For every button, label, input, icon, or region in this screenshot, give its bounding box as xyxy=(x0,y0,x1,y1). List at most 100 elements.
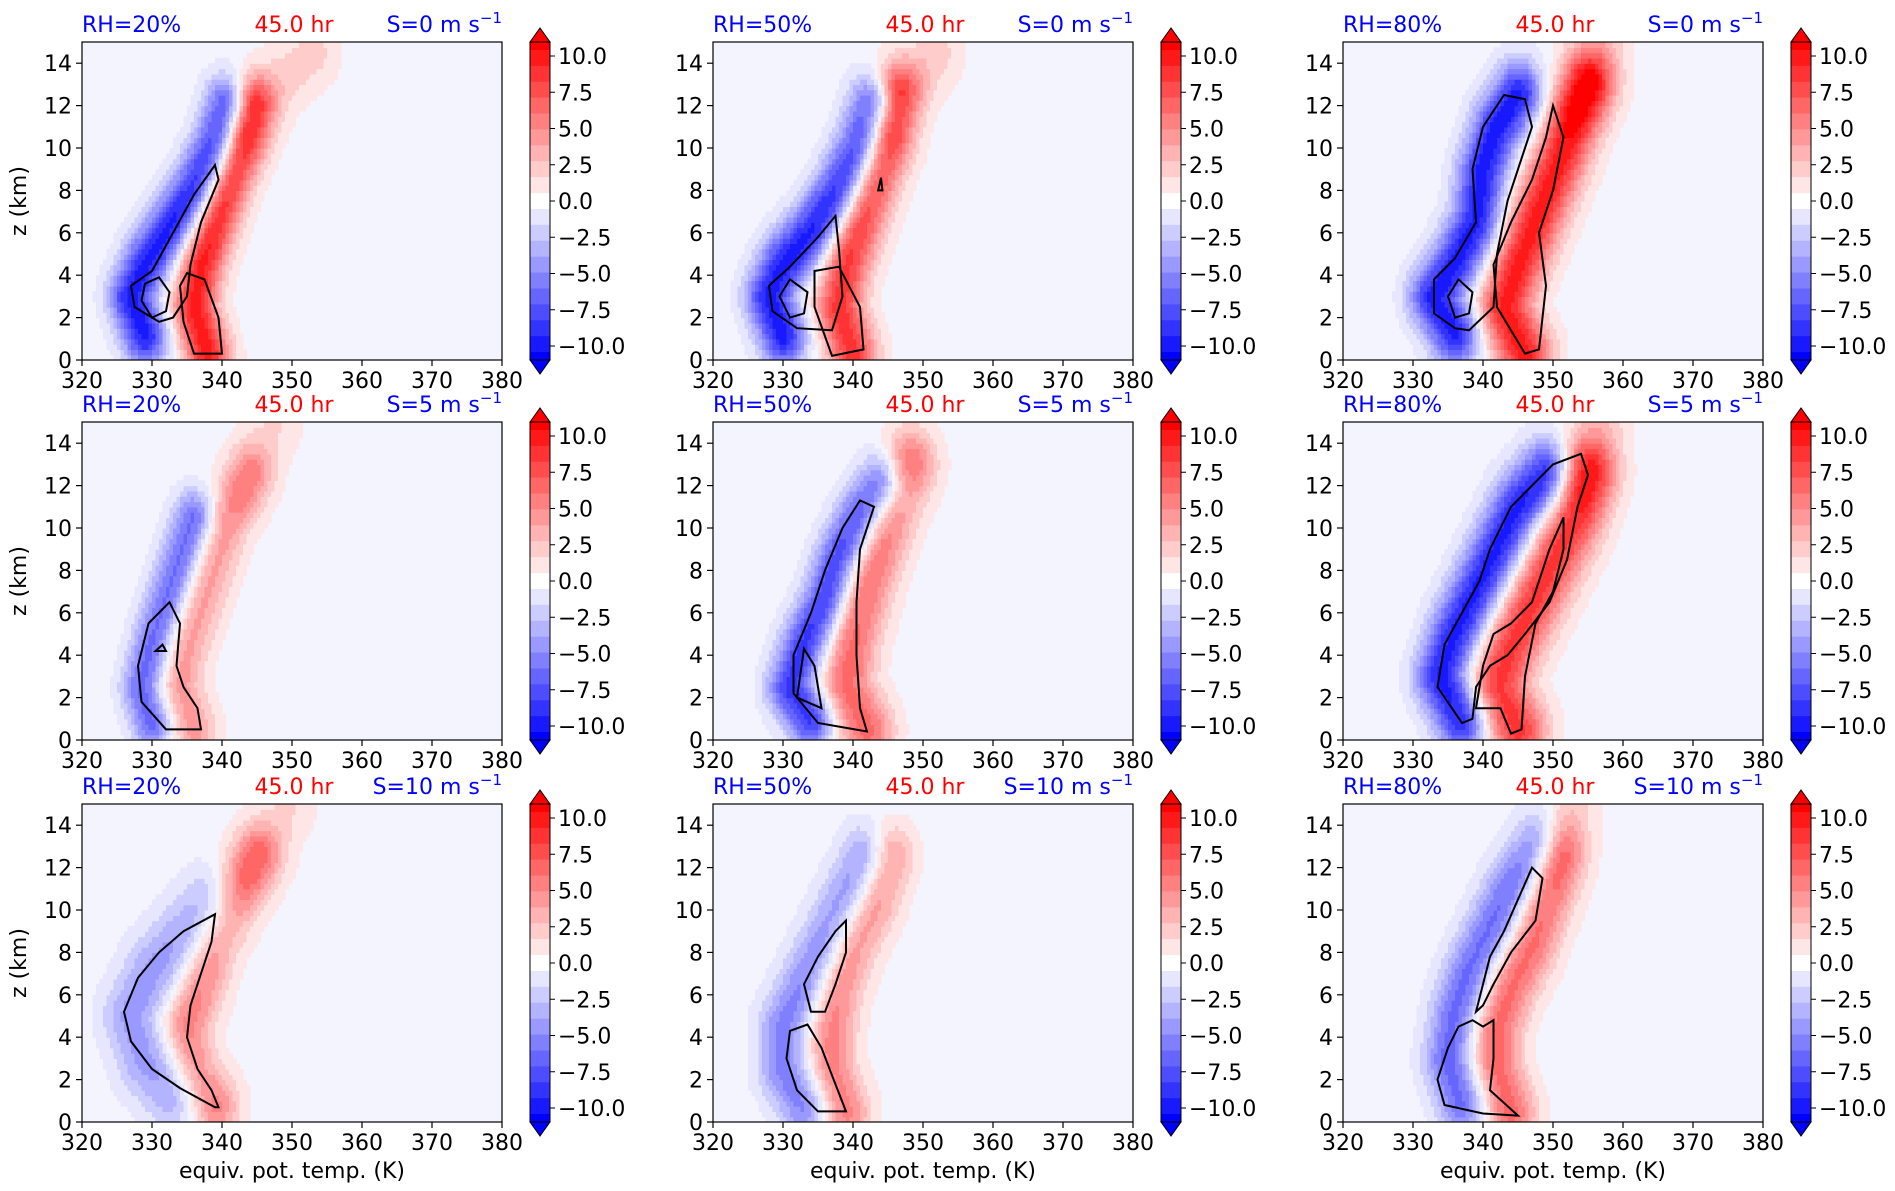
field-cell xyxy=(884,185,889,191)
field-cell xyxy=(187,216,192,223)
field-cell xyxy=(232,95,237,101)
field-cell xyxy=(832,153,837,160)
field-cell xyxy=(243,110,248,117)
field-cell xyxy=(853,216,858,223)
field-cell xyxy=(194,100,199,107)
field-cell xyxy=(1455,322,1460,329)
field-cell xyxy=(748,301,753,308)
field-cell xyxy=(751,269,756,276)
field-cell xyxy=(218,116,223,123)
y-tick-label: 14 xyxy=(44,52,72,77)
field-cell xyxy=(779,227,784,234)
field-cell xyxy=(891,137,896,144)
field-cell xyxy=(1479,338,1484,345)
field-cell xyxy=(839,121,844,128)
field-cell xyxy=(194,243,199,250)
field-cell xyxy=(783,275,788,282)
field-cell xyxy=(884,344,889,350)
field-cell xyxy=(797,216,802,223)
field-cell xyxy=(895,137,900,144)
field-cell xyxy=(271,137,276,144)
field-cell xyxy=(874,232,879,239)
field-cell xyxy=(811,338,816,345)
field-cell xyxy=(898,116,903,123)
field-cell xyxy=(888,354,893,360)
field-cell xyxy=(253,163,258,170)
field-cell xyxy=(201,84,206,91)
field-cell xyxy=(923,105,928,112)
field-cell xyxy=(814,206,819,213)
field-cell xyxy=(821,264,826,271)
field-cell xyxy=(148,259,153,266)
field-cell xyxy=(120,232,125,239)
field-cell xyxy=(162,354,167,360)
field-cell xyxy=(138,328,143,335)
colorbar-segment xyxy=(530,208,550,218)
field-cell xyxy=(867,95,872,101)
field-cell xyxy=(1465,312,1470,319)
field-cell xyxy=(909,174,914,181)
field-cell xyxy=(152,333,157,340)
field-cell xyxy=(117,243,122,250)
field-cell xyxy=(870,344,875,350)
field-cell xyxy=(110,275,115,282)
field-cell xyxy=(853,211,858,218)
field-cell xyxy=(120,344,125,350)
field-cell xyxy=(1423,317,1428,324)
field-cell xyxy=(1532,349,1537,356)
field-cell xyxy=(222,206,227,213)
field-cell xyxy=(891,169,896,176)
field-cell xyxy=(926,47,931,54)
field-cell xyxy=(898,201,903,207)
field-cell xyxy=(807,264,812,271)
field-cell xyxy=(1556,338,1561,345)
field-cell xyxy=(204,222,209,229)
field-cell xyxy=(846,354,851,360)
field-cell xyxy=(239,121,244,128)
field-cell xyxy=(246,105,251,112)
field-cell xyxy=(916,116,921,123)
field-cell xyxy=(888,222,893,229)
field-cell xyxy=(762,264,767,271)
field-cell xyxy=(197,126,202,133)
field-cell xyxy=(793,254,798,260)
field-cell xyxy=(274,153,279,160)
field-cell xyxy=(257,57,262,64)
field-cell xyxy=(797,354,802,360)
field-cell xyxy=(863,333,868,340)
field-cell xyxy=(825,264,830,271)
field-cell xyxy=(176,291,181,297)
field-cell xyxy=(306,95,311,101)
field-cell xyxy=(912,126,917,133)
field-cell xyxy=(797,211,802,218)
field-cell xyxy=(306,100,311,107)
field-cell xyxy=(755,328,760,335)
field-cell xyxy=(250,132,255,138)
field-cell xyxy=(103,301,108,308)
field-cell xyxy=(853,206,858,213)
field-cell xyxy=(215,301,220,308)
field-cell xyxy=(239,222,244,229)
field-cell xyxy=(870,121,875,128)
field-cell xyxy=(828,227,833,234)
field-cell xyxy=(877,206,882,213)
field-cell xyxy=(821,232,826,239)
field-cell xyxy=(762,243,767,250)
field-cell xyxy=(1549,349,1554,356)
field-cell xyxy=(919,63,924,70)
field-cell xyxy=(260,100,265,107)
field-cell xyxy=(765,322,770,329)
field-cell xyxy=(232,254,237,260)
field-cell xyxy=(134,206,139,213)
field-cell xyxy=(772,307,777,313)
field-cell xyxy=(208,349,213,356)
field-cell xyxy=(923,68,928,75)
field-cell xyxy=(313,68,318,75)
field-cell xyxy=(187,211,192,218)
field-cell xyxy=(888,201,893,207)
field-cell xyxy=(895,174,900,181)
field-cell xyxy=(828,291,833,297)
field-cell xyxy=(790,211,795,218)
field-cell xyxy=(180,179,185,186)
field-cell xyxy=(124,307,129,313)
